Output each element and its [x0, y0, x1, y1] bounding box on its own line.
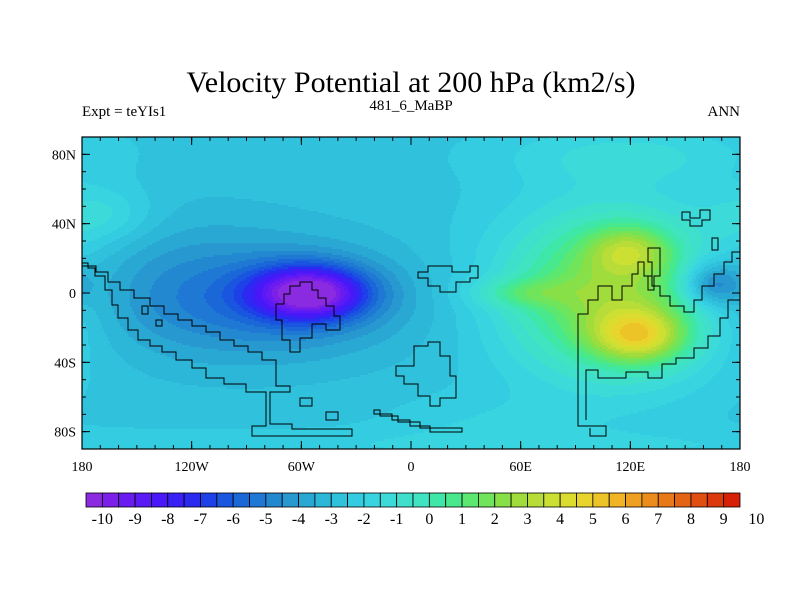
subtitle-left: Expt = teYIs1 [82, 104, 166, 120]
chart-root: Velocity Potential at 200 hPa (km2/s) Ex… [0, 0, 800, 600]
subtitle-right: ANN [708, 104, 741, 120]
subtitle-center: 481_6_MaBP [369, 98, 452, 114]
chart-title: Velocity Potential at 200 hPa (km2/s) [186, 66, 635, 99]
contour-field [82, 137, 740, 449]
